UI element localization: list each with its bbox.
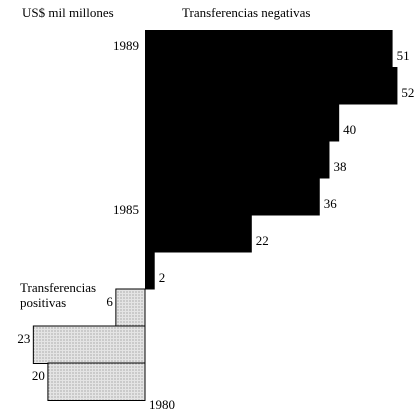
- bar: [145, 141, 330, 179]
- bar: [145, 30, 393, 68]
- bar: [145, 104, 340, 142]
- bar: [145, 252, 155, 290]
- value-label: 23: [17, 331, 30, 346]
- bar: [32, 325, 146, 364]
- value-label: 38: [333, 159, 346, 174]
- bar: [145, 215, 252, 253]
- bar: [145, 67, 398, 105]
- year-label: 1980: [149, 397, 175, 412]
- series-label: Transferencias positivas: [20, 280, 96, 310]
- year-label: 1985: [113, 202, 139, 217]
- bar: [47, 362, 146, 401]
- year-label: 1989: [113, 38, 139, 53]
- value-label: 36: [324, 196, 338, 211]
- value-label: 51: [397, 48, 410, 63]
- value-label: 6: [106, 294, 113, 309]
- series-label: Transferencias negativas: [182, 5, 310, 20]
- value-label: 22: [256, 233, 269, 248]
- value-label: 20: [32, 368, 45, 383]
- value-label: 40: [343, 122, 356, 137]
- unit-label: US$ mil millones: [22, 5, 114, 20]
- bar: [145, 178, 320, 216]
- bar: [115, 288, 146, 327]
- value-label: 52: [401, 85, 414, 100]
- value-label: 2: [159, 270, 166, 285]
